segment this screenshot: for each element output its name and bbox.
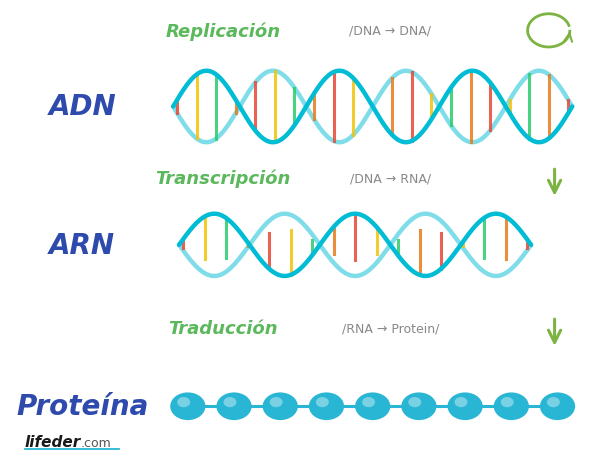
Circle shape	[409, 397, 421, 407]
Text: Replicación: Replicación	[166, 22, 281, 41]
Circle shape	[448, 393, 483, 420]
Circle shape	[316, 397, 329, 407]
Circle shape	[263, 393, 298, 420]
Text: Traducción: Traducción	[168, 319, 278, 337]
Circle shape	[501, 397, 514, 407]
Text: /RNA → Protein/: /RNA → Protein/	[341, 322, 439, 335]
Circle shape	[170, 393, 205, 420]
Circle shape	[547, 397, 560, 407]
Circle shape	[455, 397, 467, 407]
Circle shape	[355, 393, 390, 420]
Text: .com: .com	[81, 436, 112, 449]
Text: /DNA → RNA/: /DNA → RNA/	[350, 172, 431, 185]
Circle shape	[269, 397, 283, 407]
Text: Transcripción: Transcripción	[155, 169, 291, 188]
Circle shape	[177, 397, 190, 407]
Circle shape	[309, 393, 344, 420]
Text: lifeder: lifeder	[25, 434, 81, 449]
Circle shape	[217, 393, 251, 420]
Text: Proteína: Proteína	[16, 393, 148, 420]
Circle shape	[540, 393, 575, 420]
Text: ARN: ARN	[49, 232, 115, 259]
Text: ADN: ADN	[49, 93, 116, 121]
Circle shape	[362, 397, 375, 407]
Circle shape	[494, 393, 529, 420]
Text: /DNA → DNA/: /DNA → DNA/	[349, 25, 431, 38]
Circle shape	[223, 397, 236, 407]
Circle shape	[401, 393, 436, 420]
